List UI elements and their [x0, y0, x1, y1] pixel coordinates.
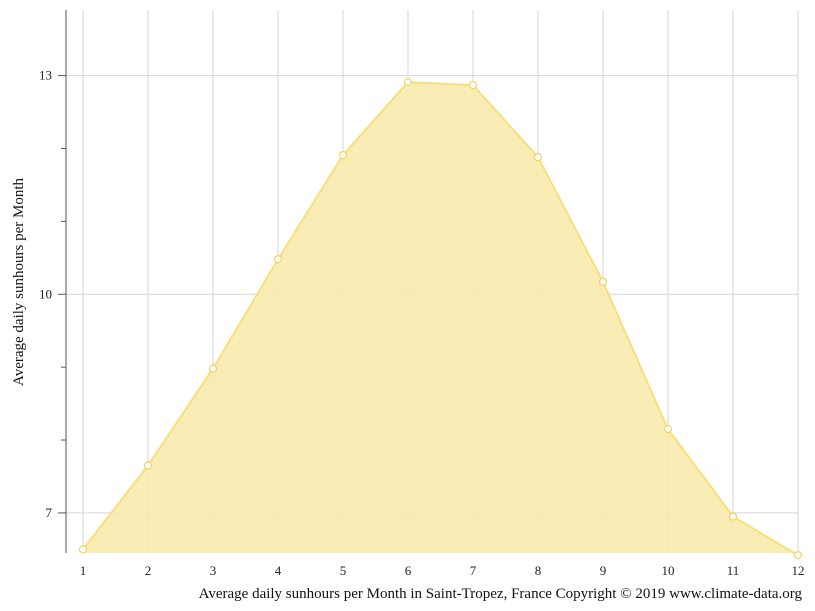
data-point	[468, 80, 478, 90]
data-point	[143, 461, 153, 470]
x-tick-label: 6	[405, 563, 412, 578]
data-point	[338, 150, 348, 160]
area-fill	[83, 82, 798, 556]
x-tick-label: 8	[535, 563, 542, 578]
data-points	[78, 78, 803, 560]
x-tick-label: 4	[275, 563, 282, 578]
y-tick-label: 10	[39, 286, 52, 301]
x-tick-label: 12	[792, 563, 805, 578]
x-tick-label: 2	[145, 563, 152, 578]
x-tick-label: 5	[340, 563, 347, 578]
x-tick-label: 3	[210, 563, 217, 578]
data-point	[208, 364, 218, 373]
x-tick-label: 11	[727, 563, 740, 578]
data-point	[78, 545, 88, 554]
x-tick-label: 7	[470, 563, 477, 578]
y-axis-title: Average daily sunhours per Month	[11, 178, 27, 387]
series-line	[82, 81, 799, 557]
y-tick-label: 7	[46, 505, 53, 520]
x-tick-label: 10	[662, 563, 675, 578]
data-point	[273, 255, 283, 264]
data-point	[663, 424, 673, 434]
axes	[58, 10, 67, 553]
data-point	[533, 153, 543, 162]
data-point	[598, 277, 608, 286]
y-tick-labels: 7 10 13	[39, 68, 53, 520]
data-point	[728, 512, 738, 521]
y-tick-label: 13	[39, 68, 52, 83]
x-tick-label: 9	[600, 563, 607, 578]
data-point	[403, 78, 413, 87]
x-tick-labels: 1 2 3 4 5 6 7 8 9 10 11 12	[80, 563, 805, 578]
series-area	[82, 81, 799, 557]
data-point	[793, 551, 803, 560]
x-tick-label: 1	[80, 563, 87, 578]
x-axis-title: Average daily sunhours per Month in Sain…	[199, 586, 803, 602]
